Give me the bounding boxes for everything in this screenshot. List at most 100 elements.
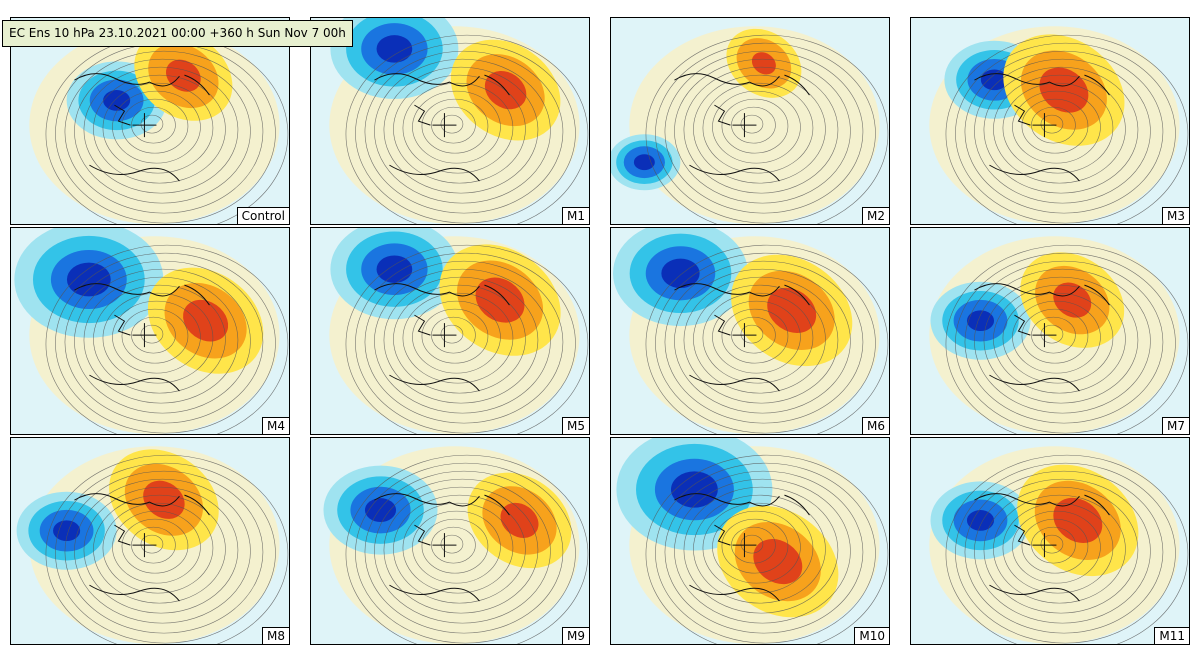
map-panel: M10: [610, 437, 890, 645]
isoline: [983, 66, 1139, 194]
isoline: [64, 470, 264, 634]
isoline: [440, 114, 464, 134]
panel-label: Control: [236, 207, 289, 224]
isoline: [421, 518, 489, 574]
isoline: [645, 454, 889, 644]
isoline: [712, 90, 801, 164]
isoline: [655, 462, 876, 644]
cold-anomaly-contour: [376, 255, 413, 283]
isoline: [74, 268, 251, 414]
map-panel: M2: [610, 17, 890, 225]
isoline: [355, 42, 576, 224]
isoline: [1012, 510, 1101, 584]
isoline: [112, 510, 201, 584]
isoline: [731, 316, 776, 354]
map-panel: M8: [10, 437, 290, 645]
isoline: [993, 284, 1126, 394]
anomaly-map: [911, 438, 1189, 644]
cold-anomaly-contour: [633, 154, 655, 171]
isoline: [983, 486, 1139, 614]
isoline: [364, 50, 564, 214]
isoline: [721, 98, 789, 154]
isoline: [674, 58, 851, 204]
isoline: [102, 82, 214, 174]
isoline: [74, 58, 251, 204]
map-panel: M6: [610, 227, 890, 435]
isoline: [440, 324, 464, 344]
coastline: [974, 493, 1110, 602]
isoline: [140, 534, 164, 554]
isoline: [121, 308, 189, 364]
isoline: [740, 534, 764, 554]
panel-label: M3: [1162, 207, 1189, 224]
isoline: [955, 462, 1176, 644]
isoline: [683, 66, 839, 194]
cold-anomaly-contour: [966, 310, 995, 332]
isoline: [683, 486, 839, 614]
warm-anomaly-contour: [751, 52, 776, 75]
isoline: [645, 34, 889, 224]
isoline: [1002, 292, 1114, 384]
warm-anomaly-contour: [183, 299, 229, 342]
map-panel: M3: [910, 17, 1190, 225]
anomaly-map: [11, 18, 289, 224]
isoline: [364, 470, 564, 634]
map-panel: M11: [910, 437, 1190, 645]
isoline: [374, 58, 551, 204]
anomaly-map: [311, 438, 589, 644]
pole-crosshair: [432, 113, 457, 138]
isoline: [974, 268, 1151, 414]
isoline: [664, 50, 864, 214]
isoline: [674, 268, 851, 414]
isoline: [345, 454, 589, 644]
panel-label: M6: [862, 417, 889, 434]
isoline: [45, 454, 289, 644]
isoline: [664, 470, 864, 634]
isoline: [945, 244, 1189, 434]
isoline: [440, 534, 464, 554]
cold-anomaly-contour: [53, 520, 81, 542]
isoline: [955, 252, 1176, 434]
isoline: [721, 518, 789, 574]
isoline: [1021, 98, 1089, 154]
isoline: [131, 526, 176, 564]
isoline: [1021, 518, 1089, 574]
isoline: [55, 462, 276, 644]
isoline: [1040, 114, 1064, 134]
map-panel: M5: [310, 227, 590, 435]
isoline: [402, 292, 514, 384]
isoline: [983, 276, 1139, 404]
anomaly-map: [11, 228, 289, 434]
isoline: [374, 268, 551, 414]
cold-anomaly-contour: [671, 471, 718, 508]
isoline: [83, 66, 239, 194]
isoline: [702, 502, 814, 594]
isoline: [402, 82, 514, 174]
isoline: [712, 300, 801, 374]
isoline: [74, 478, 251, 624]
isoline: [112, 300, 201, 374]
isoline: [355, 462, 576, 644]
coastline: [374, 493, 510, 602]
isoline: [102, 292, 214, 384]
isoline: [93, 74, 226, 184]
panel-label: M1: [562, 207, 589, 224]
anomaly-map: [11, 438, 289, 644]
isoline: [431, 526, 476, 564]
isoline: [702, 82, 814, 174]
isoline: [131, 106, 176, 144]
pole-crosshair: [132, 533, 157, 558]
isoline: [731, 526, 776, 564]
isoline: [421, 98, 489, 154]
isoline: [140, 324, 164, 344]
warm-anomaly-contour: [1053, 282, 1092, 318]
isoline: [55, 252, 276, 434]
cold-anomaly-contour: [376, 35, 413, 63]
isoline: [712, 510, 801, 584]
cold-anomaly-contour: [661, 258, 700, 289]
isoline: [345, 34, 589, 224]
panel-label: M4: [262, 417, 289, 434]
pole-crosshair: [132, 113, 157, 138]
isoline: [93, 284, 226, 394]
isoline: [412, 90, 501, 164]
